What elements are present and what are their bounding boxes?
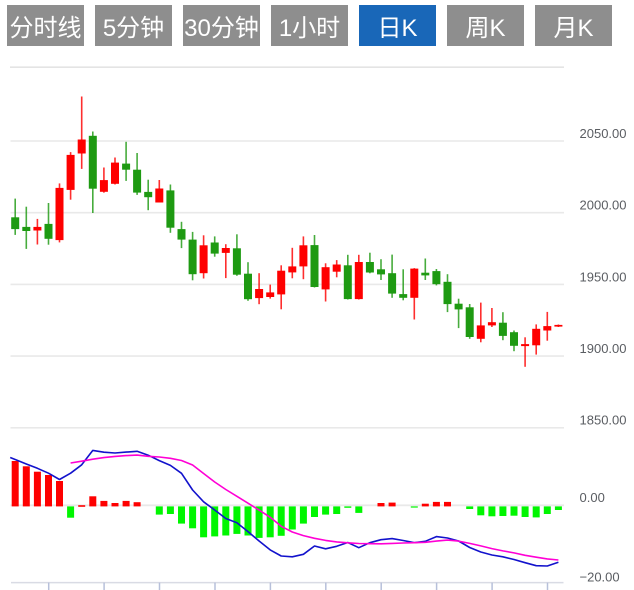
svg-text:−20.00: −20.00	[580, 569, 620, 584]
svg-text:1900.00: 1900.00	[580, 341, 627, 356]
svg-text:0.00: 0.00	[580, 490, 605, 505]
svg-text:2050.00: 2050.00	[580, 126, 627, 141]
svg-text:1850.00: 1850.00	[580, 413, 627, 428]
svg-text:2000.00: 2000.00	[580, 198, 627, 213]
svg-text:1950.00: 1950.00	[580, 270, 627, 285]
